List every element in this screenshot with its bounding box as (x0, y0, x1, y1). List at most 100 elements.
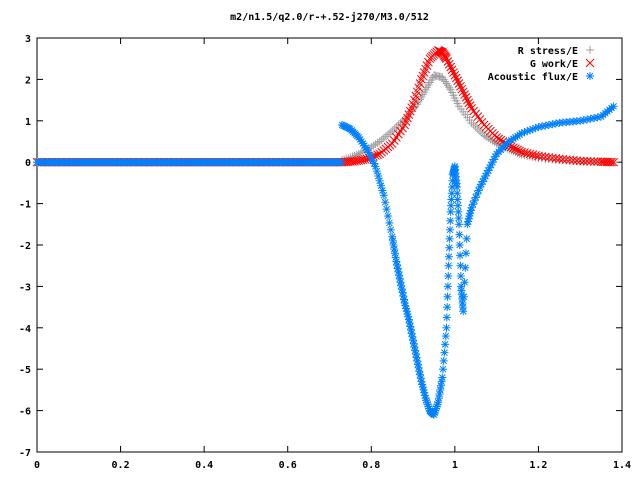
y-tick-label: -5 (19, 365, 31, 376)
data-point (445, 83, 454, 92)
data-point (394, 120, 403, 129)
data-point (607, 157, 616, 167)
data-point (467, 118, 476, 127)
data-point (450, 70, 460, 80)
y-tick-label: -6 (19, 407, 31, 418)
data-point (511, 144, 520, 154)
data-point (369, 141, 378, 150)
chart-title: m2/n1.5/q2.0/r-+.52-j270/M3.0/512 (230, 11, 429, 23)
data-point (471, 193, 480, 202)
data-point (609, 157, 618, 167)
x-tick-label: 1 (452, 460, 458, 471)
data-point (377, 135, 386, 144)
data-point (378, 186, 387, 195)
data-point (465, 101, 475, 110)
data-point (441, 77, 450, 86)
data-point (528, 150, 538, 159)
data-point (442, 323, 451, 332)
legend-label: R stress/E (518, 46, 578, 57)
data-point (464, 98, 474, 108)
data-point (461, 92, 471, 102)
data-point (517, 147, 527, 157)
data-point (440, 348, 449, 357)
y-tick-label: 3 (25, 34, 31, 45)
data-point (444, 261, 453, 270)
data-point (600, 157, 610, 167)
data-point (386, 225, 395, 234)
data-point (443, 81, 452, 90)
data-point (458, 87, 468, 97)
data-point (439, 356, 448, 365)
y-tick-label: -2 (19, 241, 31, 252)
data-point (446, 216, 455, 225)
data-point (467, 203, 476, 212)
data-point (513, 145, 522, 155)
x-tick-label: 0 (34, 460, 40, 471)
data-point (609, 102, 618, 111)
data-point (441, 332, 450, 341)
data-point (488, 136, 497, 145)
data-point (470, 196, 479, 205)
data-point (371, 162, 380, 171)
data-point (375, 176, 384, 185)
data-point (460, 278, 469, 287)
legend-label: G work/E (530, 59, 578, 70)
data-point (515, 146, 524, 156)
data-point (385, 218, 394, 227)
data-point (455, 241, 464, 249)
legend-marker (586, 72, 594, 80)
data-point (422, 61, 432, 70)
data-point (456, 81, 465, 91)
data-point (460, 90, 469, 99)
data-point (551, 154, 561, 163)
data-point (603, 157, 612, 167)
data-point (424, 57, 433, 67)
data-point (575, 156, 585, 166)
series-2 (33, 102, 618, 419)
data-point (462, 249, 470, 258)
data-point (561, 155, 571, 164)
x-tick-label: 0.6 (279, 460, 297, 471)
data-point (444, 59, 454, 69)
data-point-baseline (337, 158, 346, 167)
x-tick-label: 0.4 (195, 460, 213, 471)
x-tick-label: 0.2 (112, 460, 130, 471)
data-point (421, 64, 430, 74)
data-point (496, 135, 506, 145)
data-point (451, 73, 461, 83)
data-point (586, 157, 596, 166)
data-point (453, 195, 462, 204)
data-point (374, 172, 383, 180)
data-point (382, 205, 391, 214)
y-tick-label: -4 (19, 324, 31, 335)
data-point (419, 68, 429, 77)
data-point (390, 125, 399, 134)
data-point (443, 57, 453, 66)
data-point (463, 95, 472, 105)
data-point (438, 73, 447, 82)
data-point (572, 156, 582, 165)
data-point (568, 155, 578, 165)
data-point (441, 340, 450, 349)
data-point (379, 134, 388, 143)
data-point (381, 198, 390, 207)
y-tick-label: 0 (25, 158, 31, 169)
legend-entry: R stress/E (518, 46, 594, 57)
data-point (371, 140, 380, 149)
data-point (439, 75, 448, 84)
data-point (379, 191, 388, 200)
data-point (442, 54, 451, 64)
data-point (354, 149, 363, 158)
data-point (498, 137, 508, 146)
data-point (407, 103, 417, 113)
data-point (442, 313, 451, 322)
x-tick-label: 1.4 (613, 460, 631, 471)
data-point (459, 307, 468, 316)
data-point (461, 263, 470, 272)
data-point (494, 134, 504, 144)
data-point (455, 220, 464, 229)
data-point (384, 212, 392, 221)
data-point (453, 76, 462, 86)
data-point (384, 130, 392, 139)
